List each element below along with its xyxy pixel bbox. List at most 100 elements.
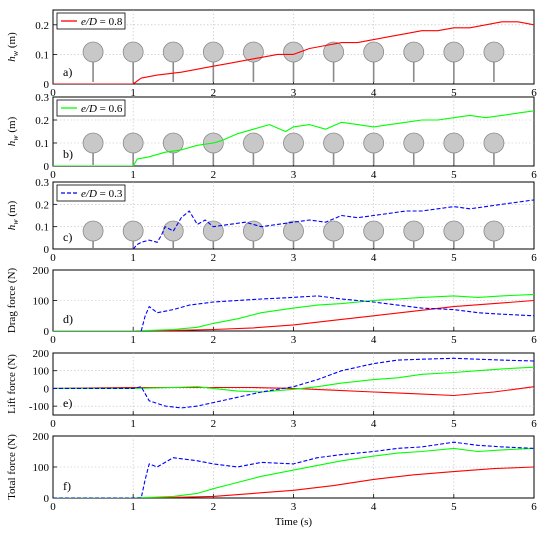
y-tick-label: 0 [44, 244, 50, 256]
x-tick-label: 2 [211, 334, 217, 346]
y-tick-label: 0 [44, 383, 50, 395]
y-tick-label: 200 [33, 348, 50, 360]
series-line-e-d-0-8 [53, 466, 534, 498]
cylinder [443, 41, 465, 63]
cylinder [243, 220, 264, 242]
legend-box [56, 184, 126, 202]
y-tick-label: 0 [44, 493, 50, 505]
panel-label: f) [63, 479, 71, 493]
legend-box [56, 99, 126, 117]
x-tick-label: 2 [211, 252, 217, 264]
axes-frame-e [52, 352, 535, 416]
x-tick-label: 1 [130, 169, 136, 181]
panel-label: a) [63, 65, 72, 79]
cylinder [162, 132, 184, 154]
x-tick-label: 2 [211, 87, 217, 99]
cylinder [323, 220, 344, 242]
y-tick-label: 0.2 [35, 115, 49, 127]
panel-c: 0 1 2 3 4 5 6 0 0.1 0.2 0.3 c) hw (m) e/D = 0.3 [6, 177, 537, 264]
y-axis-label: hw (m) [6, 200, 20, 230]
x-tick-label: 0 [50, 418, 56, 430]
x-tick-label: 3 [291, 87, 297, 99]
series-line-e-d-0-6 [53, 293, 534, 331]
x-tick-label: 4 [371, 501, 377, 513]
y-tick-label: 0.2 [35, 199, 49, 211]
series-line-e-d-0-8 [53, 299, 534, 331]
x-tick-label: 5 [451, 87, 457, 99]
x-tick-label: 1 [130, 252, 136, 264]
x-tick-label: 3 [291, 501, 297, 513]
cylinder [162, 41, 184, 63]
x-tick-label: 6 [531, 501, 537, 513]
cylinder [122, 132, 144, 154]
panel-b: 0 1 2 3 4 5 6 0 0.1 0.2 0.3 b) hw (m) e/D = 0.6 [6, 92, 537, 181]
y-axis-label: Total force (N) [6, 434, 18, 500]
cylinder [483, 220, 505, 242]
x-axis-label: Time (s) [275, 516, 313, 528]
y-tick-label: 0.3 [35, 177, 49, 189]
y-axis-label: Lift force (N) [6, 354, 18, 414]
y-tick-label: 0.3 [35, 92, 49, 104]
y-tick-label: 0 [44, 79, 50, 91]
series-line-e-d-0-3 [53, 441, 534, 498]
x-tick-label: 0 [50, 252, 56, 264]
y-tick-label: 100 [33, 462, 50, 474]
legend-box [56, 12, 126, 30]
x-tick-label: 5 [451, 334, 457, 346]
y-tick-label: 0.1 [35, 222, 49, 234]
cylinder [403, 41, 425, 63]
cylinder [483, 41, 505, 63]
cylinder [443, 220, 465, 242]
series-line-e-d-0-6 [53, 110, 534, 166]
cylinder [82, 132, 104, 154]
panel-a: 0 1 2 3 4 5 6 0 0.1 0.2 a) hw (m) e/D = 0.8 [6, 9, 537, 99]
x-tick-label: 0 [50, 334, 56, 346]
y-tick-label: 200 [33, 265, 50, 277]
legend: e/D = 0.3 [56, 184, 126, 202]
series-line-e-d-0-8 [53, 21, 534, 84]
series-line-e-d-0-6 [53, 447, 534, 498]
cylinder [82, 41, 104, 63]
x-tick-label: 6 [531, 87, 537, 99]
y-tick-label: 0 [44, 326, 50, 338]
x-tick-label: 1 [130, 334, 136, 346]
cylinder [363, 220, 385, 242]
cylinder [323, 132, 344, 154]
x-tick-label: 3 [291, 252, 297, 264]
legend: e/D = 0.8 [56, 12, 126, 30]
cylinder [82, 220, 104, 242]
x-tick-label: 5 [451, 169, 457, 181]
series-line-e-d-0-6 [53, 366, 534, 393]
y-tick-label: 100 [33, 296, 50, 308]
panel-label: d) [63, 312, 73, 326]
x-tick-label: 4 [371, 169, 377, 181]
cylinder [122, 220, 144, 242]
panel-label: b) [63, 147, 73, 161]
series-line-e-d-0-3 [132, 199, 534, 249]
x-tick-label: 5 [451, 252, 457, 264]
x-tick-label: 6 [531, 252, 537, 264]
x-tick-label: 2 [211, 169, 217, 181]
y-tick-label: 0.1 [35, 138, 49, 150]
panel-d: 0 1 2 3 4 5 6 0 100 200 d) Drag force (N) [6, 265, 537, 346]
x-tick-label: 3 [291, 334, 297, 346]
x-tick-label: 5 [451, 501, 457, 513]
x-tick-label: 4 [371, 252, 377, 264]
series-line-e-d-0-3 [53, 357, 534, 409]
cylinder [403, 220, 425, 242]
y-tick-label: 200 [33, 431, 50, 443]
legend-label: e/D = 0.3 [81, 188, 123, 200]
x-tick-label: 0 [50, 501, 56, 513]
cylinder [243, 132, 264, 154]
x-tick-label: 5 [451, 418, 457, 430]
x-tick-label: 1 [130, 501, 136, 513]
axes-frame-d [52, 269, 535, 332]
panel-label: c) [63, 230, 72, 244]
y-tick-label: 100 [33, 366, 50, 378]
cylinder [283, 220, 304, 242]
y-axis-label: hw (m) [6, 116, 20, 146]
x-tick-label: 3 [291, 418, 297, 430]
y-tick-label: 0.2 [35, 20, 49, 32]
